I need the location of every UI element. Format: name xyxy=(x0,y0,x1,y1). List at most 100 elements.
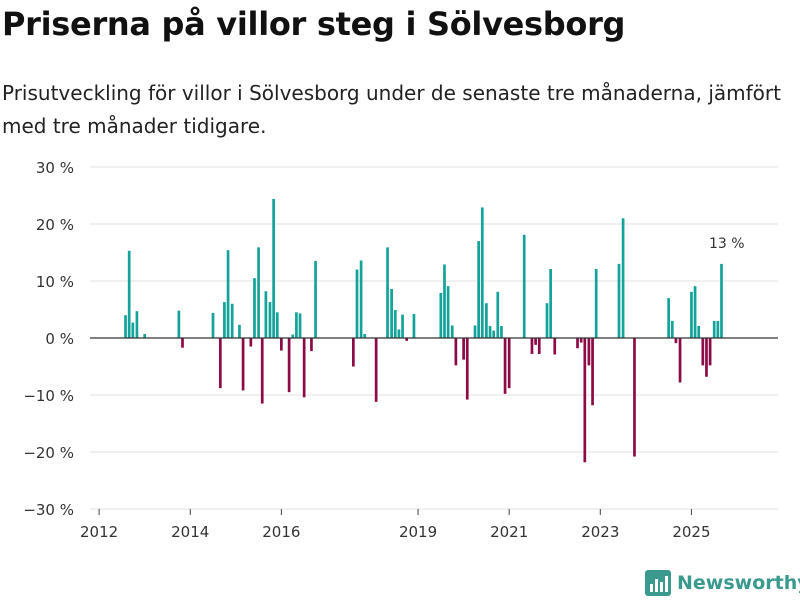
bar xyxy=(291,334,295,338)
bar xyxy=(390,288,393,338)
bar xyxy=(633,338,636,457)
bar xyxy=(594,269,598,338)
bar xyxy=(708,338,712,366)
bar xyxy=(253,278,256,338)
bar xyxy=(264,291,268,338)
bar xyxy=(454,338,458,366)
bar xyxy=(131,322,135,338)
bar xyxy=(314,261,317,338)
bar xyxy=(617,263,621,338)
bar xyxy=(223,302,226,338)
x-tick-label: 2016 xyxy=(262,523,300,541)
bar xyxy=(678,338,682,383)
bar xyxy=(583,338,587,463)
bar xyxy=(674,338,678,344)
bar xyxy=(295,312,298,338)
last-value-annotation: 13 % xyxy=(709,236,745,252)
bars xyxy=(124,198,723,463)
bar xyxy=(374,338,378,402)
bar xyxy=(218,338,222,389)
bar xyxy=(386,247,389,338)
y-tick-label: 10 % xyxy=(36,273,74,291)
bar xyxy=(549,269,552,338)
y-tick-label: 30 % xyxy=(36,159,74,177)
bar xyxy=(492,330,496,338)
y-tick-label: 20 % xyxy=(36,216,74,234)
bar xyxy=(143,334,147,338)
bar xyxy=(530,338,534,354)
bar xyxy=(485,303,488,338)
bar xyxy=(124,315,127,338)
bar xyxy=(405,338,409,341)
chart-title: Priserna på villor steg i Sölvesborg xyxy=(2,5,626,43)
bar xyxy=(310,338,313,352)
x-tick-label: 2014 xyxy=(171,523,209,541)
bar xyxy=(690,291,693,338)
bar xyxy=(587,338,591,366)
x-tick-label: 2021 xyxy=(490,523,528,541)
bar xyxy=(443,264,446,338)
y-tick-label: −30 % xyxy=(23,501,74,519)
x-tick-label: 2012 xyxy=(80,523,118,541)
bar xyxy=(693,286,697,338)
bar xyxy=(302,338,306,398)
bar xyxy=(701,338,705,366)
bar xyxy=(670,320,674,338)
x-tick-label: 2023 xyxy=(581,523,619,541)
bar xyxy=(238,324,241,338)
gridlines xyxy=(90,166,778,453)
bar xyxy=(226,250,230,338)
y-tick-label: −10 % xyxy=(23,387,74,405)
bar xyxy=(716,320,720,338)
bar xyxy=(507,338,511,389)
bar xyxy=(503,338,507,394)
bar xyxy=(298,313,302,338)
bar xyxy=(412,314,416,338)
bar xyxy=(720,263,723,338)
y-tick-label: 0 % xyxy=(45,330,74,348)
bar xyxy=(450,325,454,338)
bar xyxy=(553,338,557,355)
bar xyxy=(462,338,465,360)
bar xyxy=(537,338,541,354)
bar xyxy=(211,312,215,338)
bar xyxy=(697,326,701,338)
y-tick-label: −20 % xyxy=(23,444,74,462)
bar xyxy=(545,303,549,338)
bar xyxy=(477,241,480,338)
bar xyxy=(591,338,594,406)
x-axis-ticks: 2012 2014 2016 2019 2021 2023 2025 xyxy=(80,509,711,541)
bar xyxy=(393,310,397,338)
bar xyxy=(135,311,139,338)
chart-subtitle: Prisutveckling för villor i Sölvesborg u… xyxy=(2,81,781,138)
x-tick-label: 2019 xyxy=(399,523,437,541)
bar xyxy=(712,320,716,338)
bar xyxy=(287,338,291,393)
bar xyxy=(465,338,469,400)
bar xyxy=(439,292,443,338)
bar xyxy=(500,326,503,338)
bar xyxy=(272,198,275,338)
bar xyxy=(177,310,181,338)
bar xyxy=(275,312,279,338)
newsworthy-logo-icon xyxy=(645,570,671,596)
bar xyxy=(522,234,526,338)
bar xyxy=(576,338,579,349)
x-tick-label: 2025 xyxy=(672,523,710,541)
bar xyxy=(355,269,359,338)
y-axis-tick-labels: 30 % 20 % 10 % 0 % −10 % −20 % −30 % xyxy=(23,159,74,519)
bar xyxy=(127,250,131,338)
bar xyxy=(280,338,283,351)
bar xyxy=(480,207,484,338)
bar xyxy=(397,329,401,338)
bar xyxy=(579,338,583,343)
brand-name: Newsworthy xyxy=(677,572,800,594)
bar xyxy=(496,291,500,338)
bar xyxy=(352,338,355,367)
bar xyxy=(249,338,253,347)
bar xyxy=(181,338,184,348)
bar xyxy=(401,314,404,338)
brand-logo: Newsworthy xyxy=(645,568,800,598)
bar xyxy=(268,302,272,338)
